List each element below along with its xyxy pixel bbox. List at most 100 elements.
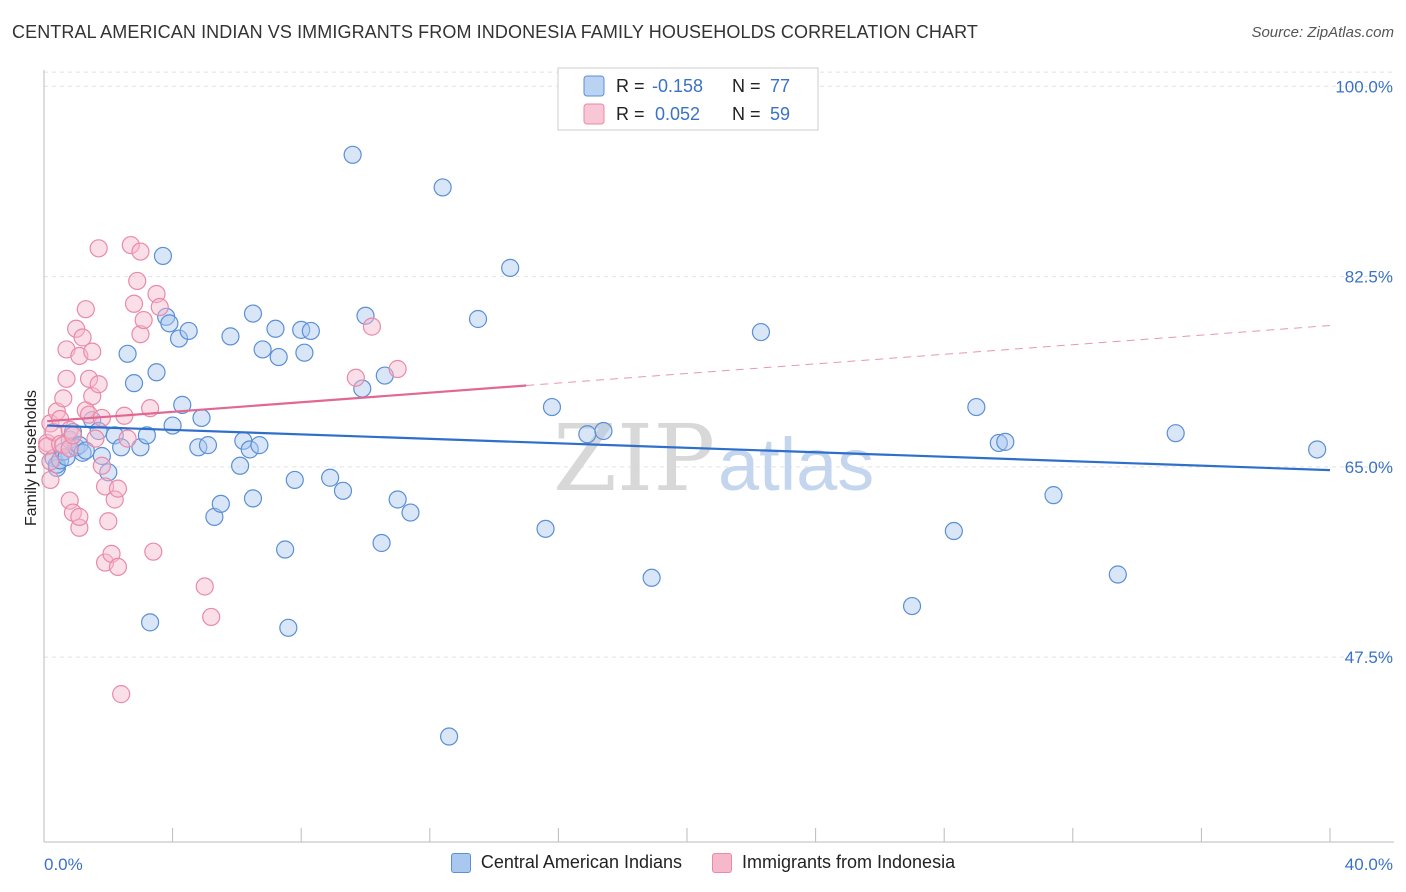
legend-item-immigrants-from-indonesia: Immigrants from Indonesia — [712, 852, 955, 873]
blue-point-11 — [76, 441, 95, 460]
blue-point-14 — [92, 446, 111, 466]
blue-point-41 — [243, 304, 263, 323]
blue-point-75 — [996, 432, 1015, 451]
blue-point-77 — [1108, 565, 1127, 584]
watermark: ZIP atlas — [553, 405, 874, 512]
blue-point-33 — [198, 436, 218, 455]
stats-legend: R = -0.158 N = 77 R = 0.052 N = 59 — [557, 67, 819, 131]
data-points — [38, 145, 1327, 746]
blue-point-73 — [967, 397, 986, 417]
blue-point-68 — [594, 421, 613, 441]
pink-point-20 — [70, 507, 89, 526]
legend-r-label-blue: R = — [616, 76, 645, 96]
blue-point-51 — [301, 321, 320, 341]
blue-point-67 — [578, 425, 597, 444]
blue-point-56 — [356, 306, 375, 325]
blue-point-47 — [279, 618, 298, 637]
pink-point-30 — [89, 375, 108, 394]
pink-point-29 — [86, 429, 105, 448]
y-tick-label-2: 65.0% — [1345, 458, 1393, 477]
pink-point-51 — [144, 542, 163, 561]
pink-point-11 — [57, 369, 76, 388]
x-tick-labels: 0.0% 40.0% — [44, 855, 1393, 874]
blue-point-39 — [240, 440, 259, 459]
blue-point-19 — [124, 374, 144, 393]
blue-point-32 — [192, 408, 211, 428]
trend-lines — [47, 325, 1331, 472]
blue-point-43 — [253, 340, 272, 359]
pink-point-40 — [108, 479, 128, 498]
pink-point-45 — [124, 294, 144, 313]
pink-point-15 — [60, 491, 79, 510]
pink-point-38 — [105, 490, 124, 509]
pink-point-44 — [121, 235, 140, 255]
blue-point-53 — [333, 481, 353, 500]
pink-point-41 — [112, 685, 131, 704]
blue-point-46 — [276, 540, 295, 559]
blue-point-59 — [388, 490, 407, 509]
blue-point-62 — [433, 178, 452, 197]
blue-point-15 — [99, 463, 118, 482]
legend-r-label-pink: R = — [616, 104, 645, 124]
blue-point-69 — [642, 568, 661, 587]
blue-point-70 — [751, 322, 771, 342]
blue-point-60 — [401, 503, 420, 522]
legend-label-immigrants-from-indonesia: Immigrants from Indonesia — [742, 852, 956, 872]
blue-point-50 — [295, 343, 314, 362]
trend-line-immigrants-from-indonesia — [47, 384, 527, 423]
blue-point-35 — [211, 494, 230, 513]
blue-point-65 — [536, 519, 555, 538]
blue-point-49 — [292, 320, 311, 339]
blue-point-42 — [250, 436, 269, 455]
legend-item-central-american-indians: Central American Indians — [450, 852, 682, 873]
blue-point-36 — [221, 327, 240, 346]
legend-n-value-blue: 77 — [770, 76, 790, 96]
blue-point-18 — [118, 344, 137, 363]
pink-point-4 — [41, 470, 60, 490]
pink-point-22 — [73, 328, 92, 347]
watermark-atlas: atlas — [718, 423, 874, 506]
pink-point-33 — [92, 456, 111, 475]
trend-line-central-american-indians — [47, 424, 1331, 472]
series-legend: Central American Indians Immigrants from… — [0, 852, 1406, 873]
pink-point-47 — [131, 242, 150, 261]
legend-r-value-blue: -0.158 — [652, 76, 703, 96]
legend-n-label-pink: N = — [732, 104, 761, 124]
blue-point-40 — [243, 489, 263, 508]
blue-point-57 — [372, 533, 391, 553]
blue-point-44 — [266, 319, 285, 338]
legend-r-value-pink: 0.052 — [655, 104, 700, 124]
blue-point-72 — [944, 521, 963, 541]
pink-point-46 — [128, 271, 147, 291]
blue-point-71 — [902, 596, 922, 616]
pink-point-17 — [63, 426, 83, 445]
y-axis-label: Family Households — [23, 390, 40, 526]
blue-point-22 — [140, 613, 160, 632]
blue-point-54 — [343, 145, 362, 164]
pink-point-36 — [99, 512, 118, 531]
legend-swatch-blue — [583, 75, 605, 97]
pink-point-57 — [362, 317, 382, 336]
x-tick-label-1: 40.0% — [1345, 855, 1393, 874]
blue-point-28 — [169, 329, 189, 348]
blue-point-27 — [163, 416, 182, 435]
y-tick-label-3: 47.5% — [1345, 648, 1393, 667]
blue-point-45 — [269, 347, 288, 367]
pink-point-19 — [70, 518, 89, 537]
blue-point-63 — [468, 309, 488, 329]
blue-point-78 — [1166, 424, 1185, 443]
legend-label-central-american-indians: Central American Indians — [480, 852, 682, 872]
trend-line-immigrants-from-indonesia-dashed — [526, 325, 1331, 386]
pink-point-31 — [89, 239, 108, 258]
blue-point-64 — [501, 258, 520, 277]
blue-point-52 — [321, 468, 340, 487]
blue-point-24 — [153, 246, 173, 266]
blue-point-29 — [173, 395, 192, 414]
pink-point-53 — [150, 297, 169, 317]
legend-swatch-central-american-indians — [450, 852, 471, 873]
pink-point-27 — [83, 342, 102, 361]
y-tick-label-0: 100.0% — [1335, 77, 1393, 96]
blue-point-30 — [179, 321, 198, 341]
blue-point-26 — [160, 314, 179, 333]
